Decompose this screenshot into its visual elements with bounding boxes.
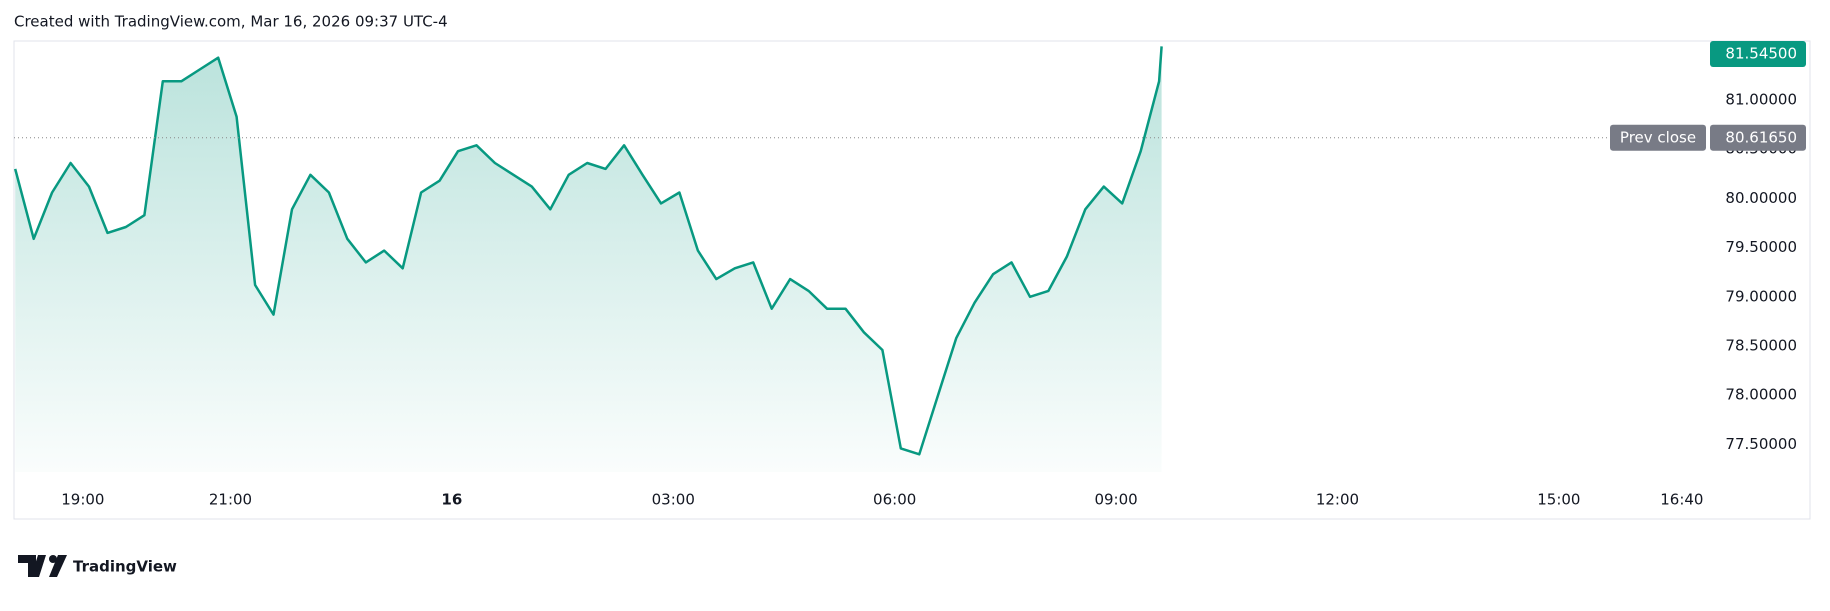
chart-frame bbox=[13, 40, 1811, 520]
y-tick-label: 78.50000 bbox=[1725, 337, 1797, 355]
chart-title: Created with TradingView.com, Mar 16, 20… bbox=[14, 13, 448, 31]
y-tick-label: 77.50000 bbox=[1725, 435, 1797, 453]
logo-text: TradingView bbox=[73, 558, 177, 576]
y-tick-label: 80.00000 bbox=[1725, 189, 1797, 207]
prev-close-value-tag bbox=[1710, 124, 1806, 151]
logo: TradingView bbox=[18, 555, 177, 577]
x-tick-label: 03:00 bbox=[652, 491, 695, 509]
x-tick-label: 19:00 bbox=[61, 491, 104, 509]
x-tick-label: 16:40 bbox=[1660, 491, 1703, 509]
prev-close-value: 80.61650 bbox=[1725, 128, 1797, 146]
prev-close-tag bbox=[1610, 124, 1706, 151]
y-tick-label: 81.00000 bbox=[1725, 91, 1797, 109]
logo-icon bbox=[49, 555, 57, 563]
y-tick-label: 78.00000 bbox=[1725, 386, 1797, 404]
y-tick-label: 79.00000 bbox=[1725, 287, 1797, 305]
price-line bbox=[13, 46, 1163, 456]
prev-close-label: Prev close bbox=[1620, 128, 1696, 146]
x-tick-label: 09:00 bbox=[1094, 491, 1137, 509]
last-price-label: 81.54500 bbox=[1725, 45, 1797, 63]
logo-icon bbox=[49, 555, 67, 577]
area bbox=[15, 46, 1162, 473]
last-price-tag bbox=[1710, 41, 1806, 67]
logo-icon bbox=[18, 555, 46, 577]
x-tick-label: 21:00 bbox=[209, 491, 252, 509]
x-tick-label: 12:00 bbox=[1316, 491, 1359, 509]
x-tick-label: 16 bbox=[441, 491, 462, 509]
x-tick-label: 15:00 bbox=[1537, 491, 1580, 509]
x-tick-label: 06:00 bbox=[873, 491, 916, 509]
y-tick-label: 79.50000 bbox=[1725, 238, 1797, 256]
